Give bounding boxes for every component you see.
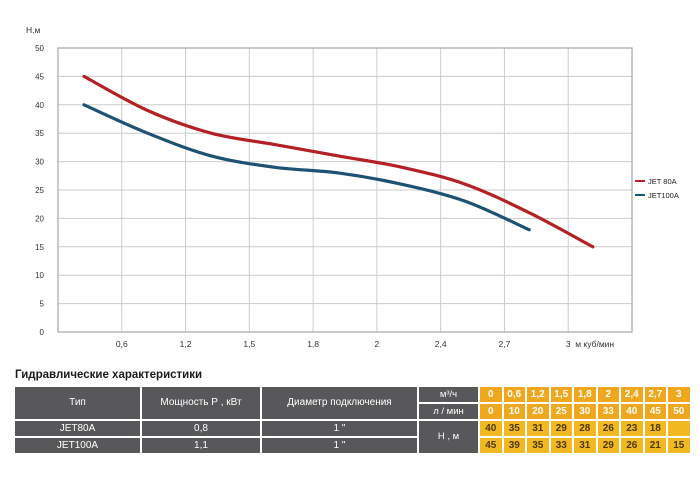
y-tick-label: 45	[35, 72, 44, 81]
flow-lmin-value: 10	[503, 404, 525, 419]
pump-power: 0,8	[142, 421, 260, 436]
y-tick-label: 10	[35, 271, 44, 280]
y-tick-label: 35	[35, 129, 44, 138]
flow-lmin-value: 25	[550, 404, 572, 419]
legend-dash-icon	[635, 180, 645, 182]
x-tick-label: 2	[375, 339, 380, 349]
x-tick-label: 3	[566, 339, 571, 349]
head-value	[668, 421, 690, 436]
x-tick-label: 1,5	[243, 339, 255, 349]
head-value: 21	[644, 438, 666, 453]
pump-type: JET100A	[15, 438, 140, 453]
head-value: 29	[550, 421, 572, 436]
unit-flow-m3h: м³/ч	[419, 387, 478, 402]
plot-border	[57, 47, 633, 333]
col-header-diameter: Диаметр подключения	[262, 387, 417, 419]
unit-flow-lmin: л / мин	[419, 404, 478, 419]
legend-item: JET100A	[635, 188, 679, 202]
x-tick-label: 1,2	[180, 339, 192, 349]
hydraulics-table: Тип Мощность Р , кВт Диаметр подключения м³…	[15, 387, 690, 453]
head-value: 26	[597, 421, 619, 436]
pump-type: JET80A	[15, 421, 140, 436]
x-tick-label: 2,7	[499, 339, 511, 349]
y-tick-label: 50	[35, 44, 44, 53]
chart-legend: JET 80A JET100A	[635, 174, 679, 202]
curve-JET80A	[82, 103, 531, 232]
y-tick-label: 30	[35, 158, 44, 167]
x-tick-label: 2,4	[435, 339, 447, 349]
legend-dash-icon	[635, 194, 645, 196]
flow-lmin-value: 40	[621, 404, 643, 419]
legend-label: JET100A	[648, 190, 679, 200]
flow-lmin-value: 50	[668, 404, 690, 419]
legend-label: JET 80A	[648, 176, 677, 186]
table-title: Гидравлические характеристики	[15, 369, 203, 381]
head-value: 35	[527, 438, 549, 453]
head-value: 35	[503, 421, 525, 436]
col-header-power: Мощность Р , кВт	[142, 387, 260, 419]
flow-lmin-value: 33	[597, 404, 619, 419]
head-value: 15	[668, 438, 690, 453]
x-tick-label: 1,8	[307, 339, 319, 349]
y-tick-label: 40	[35, 101, 44, 110]
y-tick-label: 0	[40, 328, 45, 337]
flow-m3h-value: 0,6	[503, 387, 525, 402]
legend-item: JET 80A	[635, 174, 679, 188]
head-value: 33	[550, 438, 572, 453]
pump-diameter: 1 "	[262, 438, 417, 453]
flow-m3h-value: 2,7	[644, 387, 666, 402]
y-axis-title: Н,м	[26, 25, 41, 35]
head-value: 31	[574, 438, 596, 453]
curve-JET100A	[82, 74, 595, 249]
head-value: 31	[527, 421, 549, 436]
pump-power: 1,1	[142, 438, 260, 453]
y-tick-label: 25	[35, 186, 44, 195]
head-value: 18	[644, 421, 666, 436]
flow-m3h-value: 3	[668, 387, 690, 402]
head-value: 39	[503, 438, 525, 453]
y-tick-label: 20	[35, 214, 44, 223]
head-value: 28	[574, 421, 596, 436]
y-tick-label: 5	[40, 300, 45, 309]
flow-lmin-value: 45	[644, 404, 666, 419]
x-tick-label: 0,6	[116, 339, 128, 349]
head-value: 40	[480, 421, 502, 436]
pump-curves-chart: 0 5 10 15 20 25 30 35 40 45 50 0,6 1,2 1,5 1,8 2 2,4 2,7 3…	[26, 25, 633, 349]
head-value: 26	[621, 438, 643, 453]
flow-m3h-value: 0	[480, 387, 502, 402]
head-value: 23	[621, 421, 643, 436]
flow-m3h-value: 2	[597, 387, 619, 402]
y-tick-label: 15	[35, 243, 44, 252]
head-value: 45	[480, 438, 502, 453]
flow-lmin-value: 0	[480, 404, 502, 419]
flow-m3h-value: 1,5	[550, 387, 572, 402]
flow-m3h-value: 1,2	[527, 387, 549, 402]
head-value: 29	[597, 438, 619, 453]
flow-lmin-value: 30	[574, 404, 596, 419]
x-axis-unit: м куб/мин	[575, 339, 614, 349]
unit-head: Н , м	[419, 421, 478, 453]
flow-lmin-value: 20	[527, 404, 549, 419]
pump-diameter: 1 "	[262, 421, 417, 436]
col-header-type: Тип	[15, 387, 140, 419]
flow-m3h-value: 2,4	[621, 387, 643, 402]
flow-m3h-value: 1,8	[574, 387, 596, 402]
